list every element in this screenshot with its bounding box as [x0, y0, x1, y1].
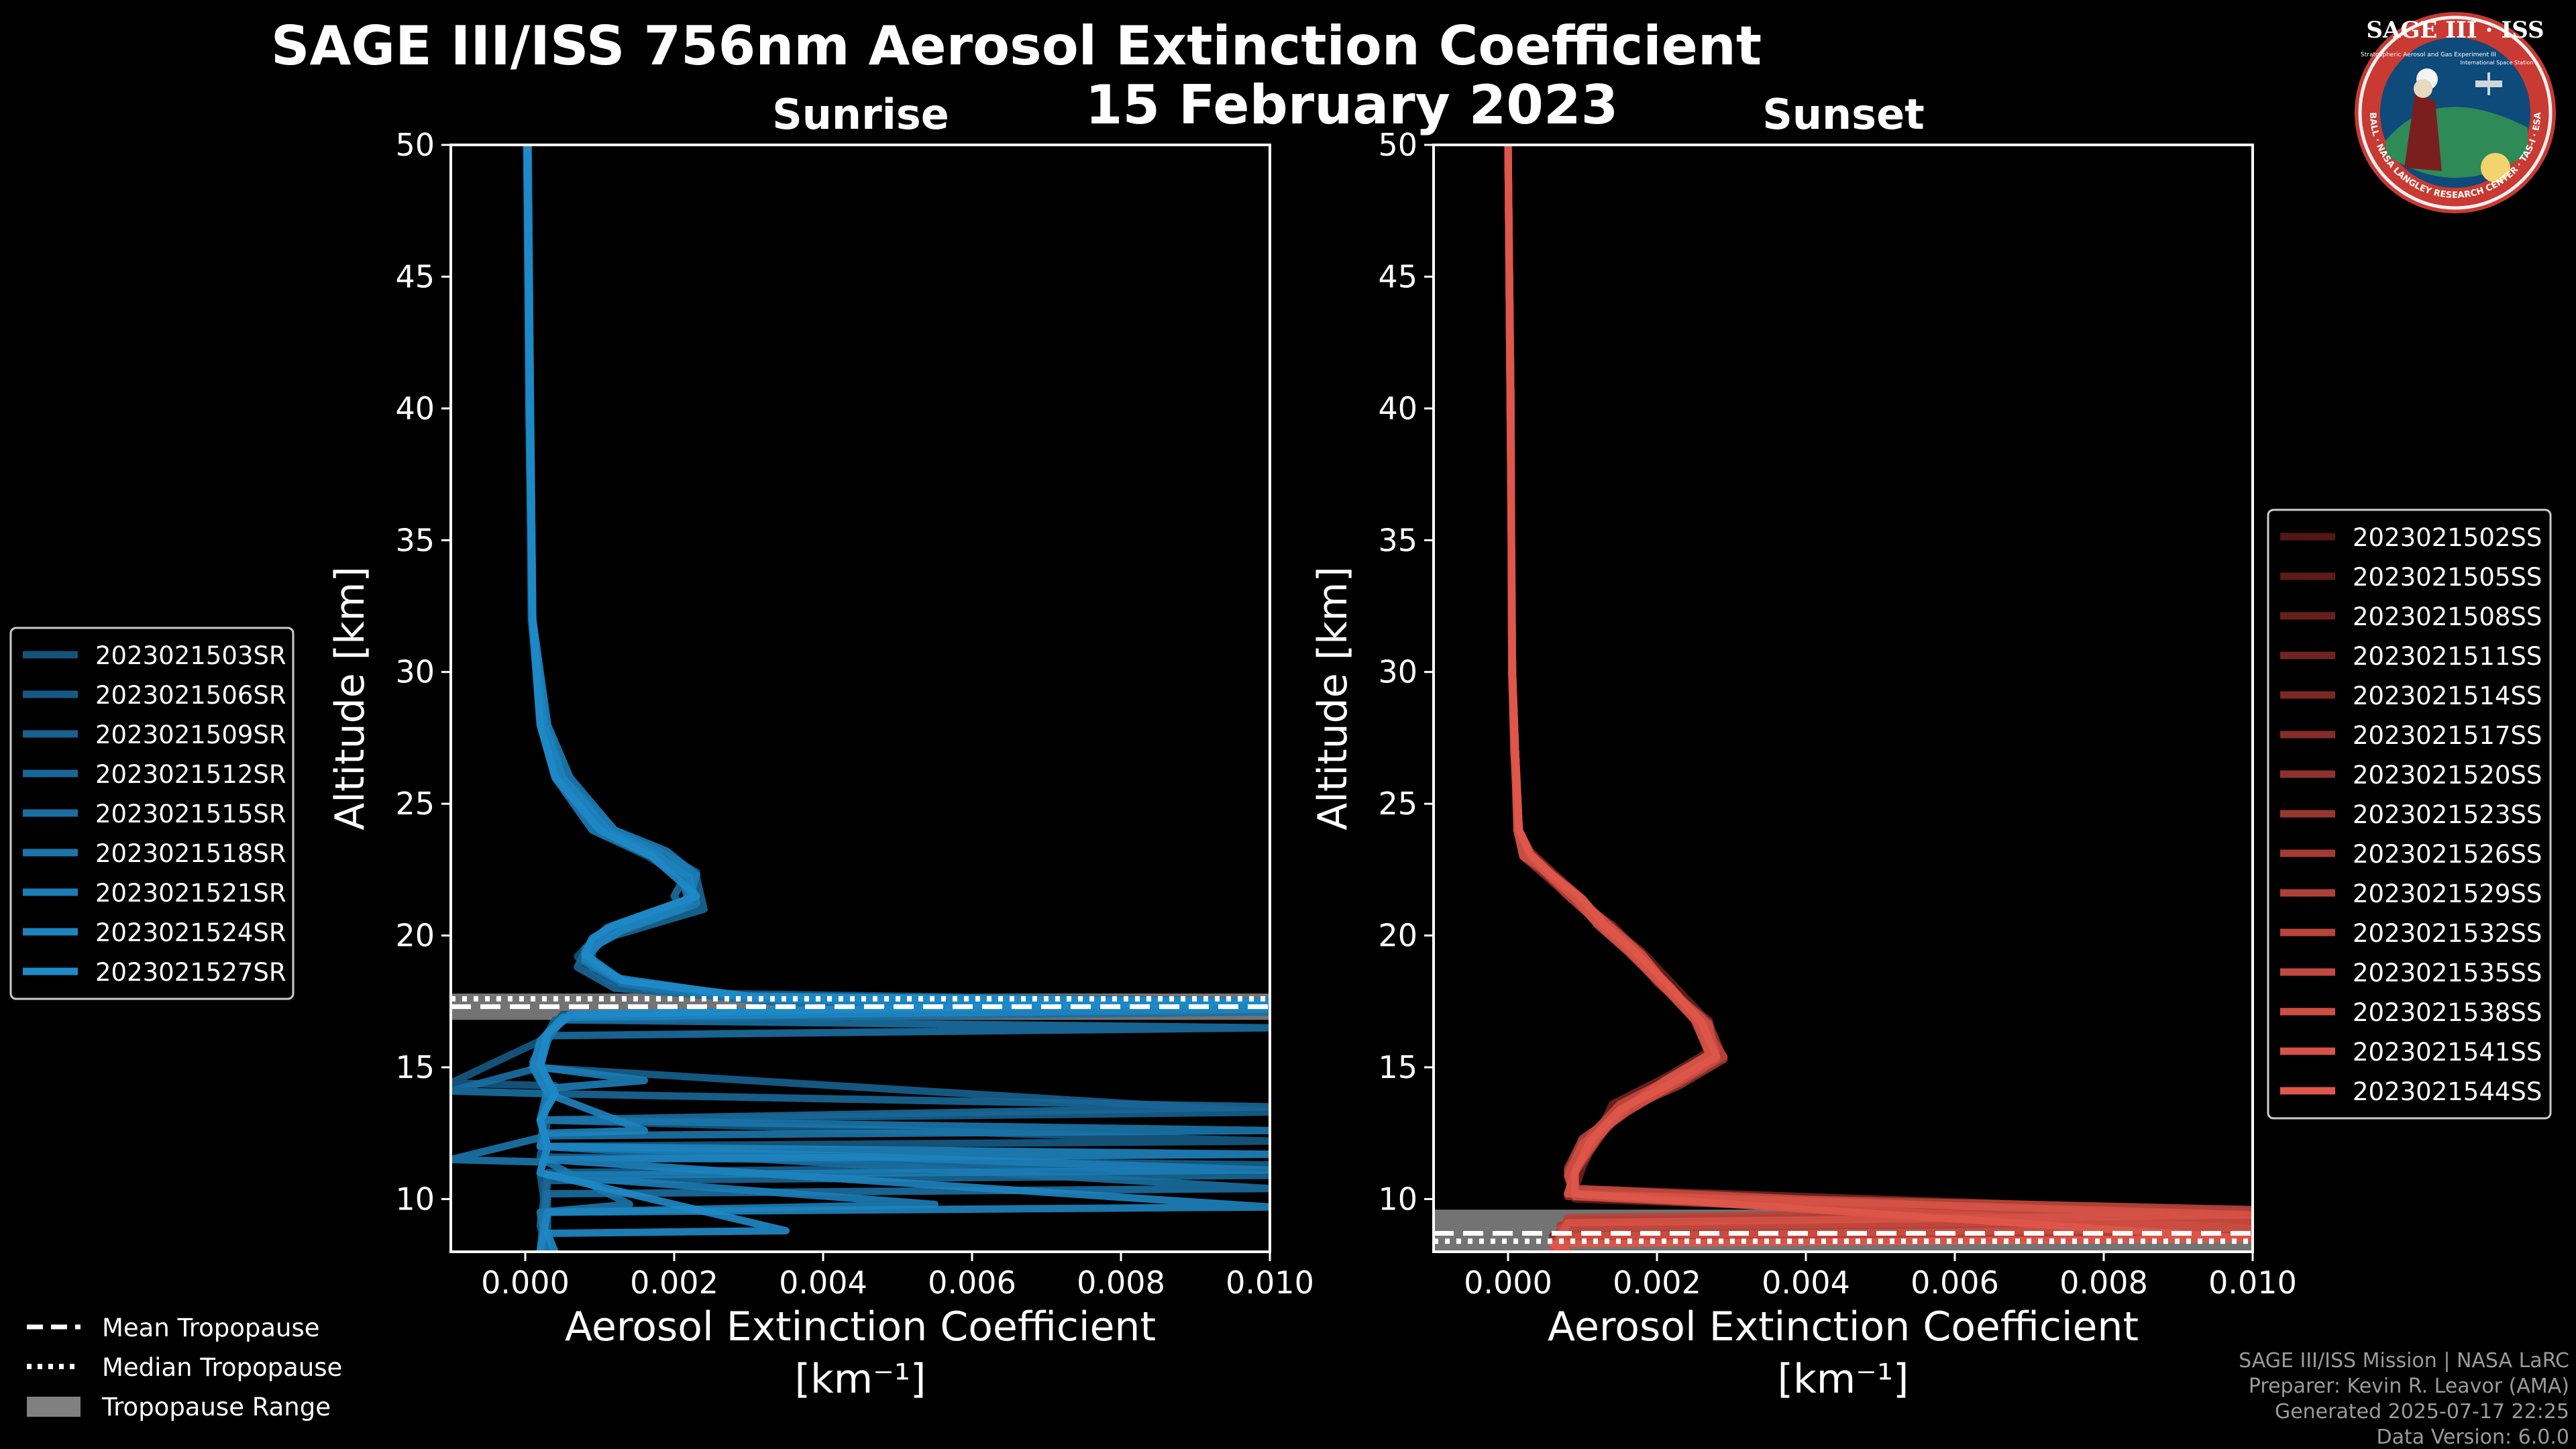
tropopause-legend: Mean Tropopause Median Tropopause Tropop… — [27, 1313, 342, 1421]
legend-entry: 2023021538SS — [2353, 998, 2542, 1027]
x-tick-label: 0.002 — [1613, 1265, 1701, 1301]
date-title: 15 February 2023 — [1085, 74, 1619, 136]
series-legend-sunrise: 2023021503SR 2023021506SR 2023021509SR 2023… — [9, 627, 294, 1000]
main-title: SAGE III/ISS 756nm Aerosol Extinction Co… — [271, 15, 1762, 77]
panel-sunset: Sunset 0.000 0.002 0.004 0.006 0.008 0.010 10 15… — [1309, 90, 2552, 1403]
logo-iss-text: International Space Station — [2461, 60, 2534, 66]
panel-title: Sunrise — [772, 90, 949, 139]
credit-mission: SAGE III/ISS Mission | NASA LaRC — [2239, 1349, 2569, 1373]
x-tick-label: 0.008 — [1077, 1265, 1165, 1301]
plot-frame — [449, 144, 1271, 1253]
y-tick-label: 10 — [1378, 1181, 1417, 1217]
panel-title: Sunset — [1762, 90, 1925, 139]
legend-entry: 2023021517SS — [2353, 721, 2542, 750]
x-tick-label: 0.004 — [1762, 1265, 1850, 1301]
legend-entry: 2023021505SS — [2353, 563, 2542, 592]
legend-entry: 2023021524SR — [95, 918, 286, 947]
credit-preparer: Preparer: Kevin R. Leavor (AMA) — [2249, 1375, 2569, 1398]
plot-frame — [1432, 144, 2254, 1253]
x-tick-label: 0.010 — [2208, 1265, 2297, 1301]
legend-entry: 2023021529SS — [2353, 879, 2542, 908]
x-tick-label: 0.006 — [1911, 1265, 1999, 1301]
y-tick-label: 35 — [395, 522, 435, 558]
legend-entry: 2023021526SS — [2353, 840, 2542, 869]
y-tick-label: 35 — [1378, 522, 1417, 558]
x-tick-label: 0.008 — [2059, 1265, 2148, 1301]
credit-data-version: Data Version: 6.0.0 — [2377, 1426, 2569, 1449]
x-axis-title: Aerosol Extinction Coefficient — [565, 1303, 1156, 1350]
legend-entry: 2023021512SR — [95, 760, 286, 789]
x-tick-label: 0.000 — [481, 1265, 570, 1301]
legend-entry: 2023021515SR — [95, 800, 286, 828]
y-tick-label: 45 — [395, 258, 435, 294]
legend-box — [2267, 508, 2552, 1120]
y-tick-label: 40 — [395, 390, 435, 427]
sage-figure-icon — [2404, 94, 2442, 171]
sun-icon — [2481, 153, 2510, 182]
panel-sunrise: Sunrise 0.000 0.002 0.004 0.006 0.008 0.010 10 1… — [9, 90, 1314, 1403]
legend-entry: 2023021503SR — [95, 641, 286, 670]
profile-series — [451, 145, 1270, 1252]
profile-series — [1504, 145, 2253, 1252]
legend-entry: 2023021527SR — [95, 958, 286, 987]
tropopause-range-label: Tropopause Range — [101, 1393, 331, 1421]
x-tick-label: 0.010 — [1226, 1265, 1314, 1301]
legend-box — [9, 627, 294, 1000]
profile-line-2023021544SS — [1504, 145, 2253, 1252]
legend-entry: 2023021508SS — [2353, 602, 2542, 631]
legend-entry: 2023021541SS — [2353, 1038, 2542, 1067]
profile-line-2023021527SR — [523, 145, 1270, 1252]
median-tropopause-label: Median Tropopause — [102, 1353, 342, 1382]
legend-entry: 2023021532SS — [2353, 919, 2542, 948]
mean-tropopause-label: Mean Tropopause — [102, 1313, 320, 1342]
y-tick-label: 15 — [395, 1049, 435, 1085]
x-axis-unit: [km⁻¹] — [1778, 1356, 1909, 1403]
x-tick-label: 0.000 — [1464, 1265, 1552, 1301]
y-tick-label: 10 — [395, 1181, 435, 1217]
y-tick-label: 20 — [1378, 918, 1417, 954]
legend-entry: 2023021506SR — [95, 681, 286, 710]
series-legend-sunset: 2023021502SS 2023021505SS 2023021508SS 2023… — [2267, 508, 2552, 1120]
x-tick-label: 0.006 — [928, 1265, 1016, 1301]
x-axis-title: Aerosol Extinction Coefficient — [1548, 1303, 2139, 1350]
y-tick-label: 25 — [1378, 786, 1417, 822]
logo-ring-border — [2358, 15, 2553, 210]
legend-entry: 2023021514SS — [2353, 682, 2542, 710]
y-tick-label: 50 — [395, 127, 435, 163]
x-tick-label: 0.004 — [779, 1265, 867, 1301]
y-tick-label: 40 — [1378, 390, 1417, 427]
y-axis-title: Altitude [km] — [327, 566, 374, 830]
y-axis-title: Altitude [km] — [1309, 566, 1356, 830]
legend-entry: 2023021544SS — [2353, 1077, 2542, 1106]
credit-generated: Generated 2025-07-17 22:25 — [2275, 1400, 2569, 1424]
logo-title: SAGE III · ISS — [2366, 17, 2544, 44]
x-tick-label: 0.002 — [630, 1265, 718, 1301]
y-tick-label: 15 — [1378, 1049, 1417, 1085]
legend-entry: 2023021502SS — [2353, 523, 2542, 552]
x-axis-unit: [km⁻¹] — [795, 1356, 926, 1403]
legend-entry: 2023021511SS — [2353, 642, 2542, 671]
plot-area — [1434, 145, 2253, 1252]
y-tick-label: 20 — [395, 918, 435, 954]
y-tick-label: 45 — [1378, 258, 1417, 294]
panels: Sunrise 0.000 0.002 0.004 0.006 0.008 0.010 10 1… — [9, 90, 2552, 1403]
legend-entry: 2023021518SR — [95, 839, 286, 868]
legend-entry: 2023021509SR — [95, 720, 286, 749]
sage-iii-iss-logo: SAGE III · ISS Stratospheric Aerosol and… — [2355, 12, 2556, 213]
legend-entry: 2023021520SS — [2353, 761, 2542, 790]
y-tick-label: 50 — [1378, 127, 1417, 163]
y-tick-label: 30 — [1378, 654, 1417, 690]
credits: SAGE III/ISS Mission | NASA LaRC Prepare… — [2239, 1349, 2569, 1449]
tropopause-range-swatch — [27, 1397, 80, 1417]
logo-subtitle: Stratospheric Aerosol and Gas Experiment… — [2361, 52, 2496, 58]
legend-entry: 2023021523SS — [2353, 800, 2542, 829]
legend-entry: 2023021521SR — [95, 879, 286, 908]
sage-figure-head-icon — [2414, 79, 2432, 98]
legend-entry: 2023021535SS — [2353, 959, 2542, 987]
y-tick-label: 25 — [395, 786, 435, 822]
y-tick-label: 30 — [395, 654, 435, 690]
